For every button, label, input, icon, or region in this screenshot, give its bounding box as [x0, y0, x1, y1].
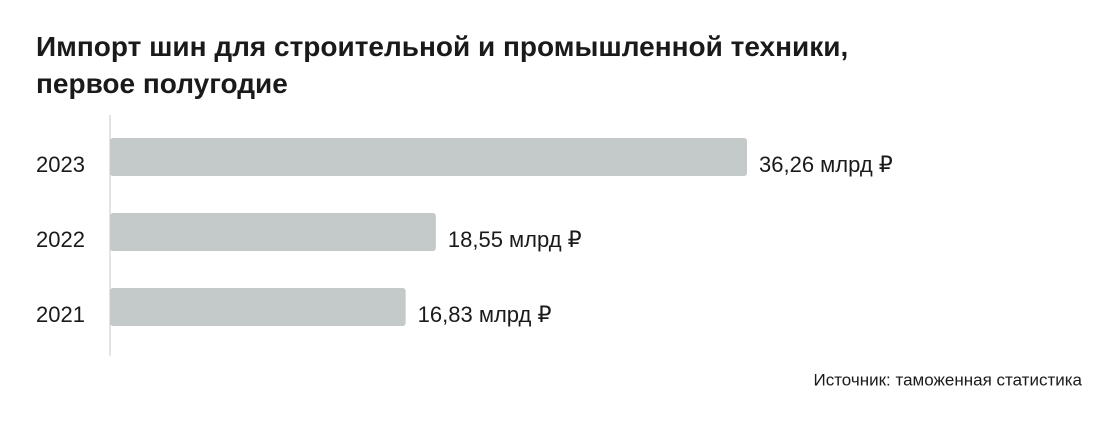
y-tick-label: 2021 — [36, 302, 85, 327]
bar — [110, 138, 747, 176]
y-tick-label: 2023 — [36, 152, 85, 177]
source: Источник: таможенная статистика — [813, 370, 1082, 389]
bar — [110, 288, 406, 326]
value-label: 18,55 млрд ₽ — [448, 227, 582, 252]
chart-title: Импорт шин для строительной и промышленн… — [36, 31, 849, 99]
y-tick-label: 2022 — [36, 227, 85, 252]
bar — [110, 213, 436, 251]
value-label: 16,83 млрд ₽ — [418, 302, 552, 327]
value-label: 36,26 млрд ₽ — [759, 152, 893, 177]
